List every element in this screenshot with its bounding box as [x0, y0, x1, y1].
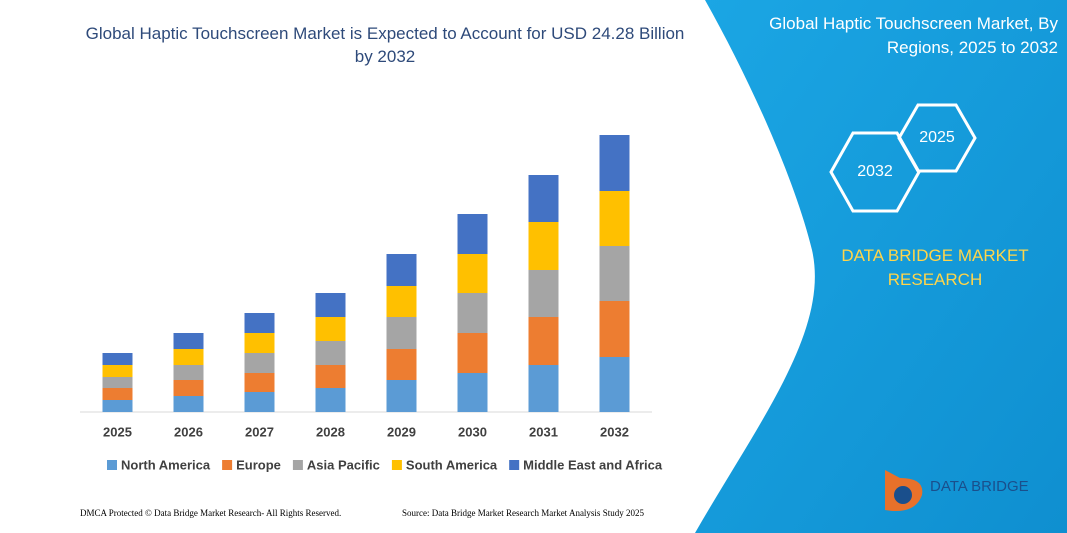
x-tick-label: 2032 [600, 424, 629, 439]
legend-label: South America [406, 457, 498, 472]
bar-segment [102, 365, 133, 377]
legend-swatch [391, 460, 402, 470]
bar-segment [528, 222, 559, 270]
bar-segment [457, 293, 488, 333]
legend-label: Middle East and Africa [523, 457, 663, 472]
hexagon [829, 131, 921, 213]
bar-segment [599, 135, 630, 191]
bar-segment [244, 333, 275, 353]
logo-text: DATA BRIDGE [930, 478, 1029, 495]
x-tick-label: 2030 [458, 424, 487, 439]
legend-label: Asia Pacific [307, 457, 380, 472]
x-tick-label: 2028 [316, 424, 345, 439]
logo-icon [894, 486, 912, 504]
hexagon [897, 103, 977, 173]
bar-segment [244, 353, 275, 373]
x-tick-label: 2029 [387, 424, 416, 439]
bar-segment [244, 373, 275, 392]
x-tick-label: 2031 [529, 424, 558, 439]
bar-segment [457, 333, 488, 373]
legend-swatch [292, 460, 303, 470]
bar-segment [599, 246, 630, 301]
bar-segment [528, 270, 559, 317]
bar-segment [386, 349, 417, 380]
bar-segment [457, 373, 488, 412]
bar-segment [173, 380, 204, 396]
bar-segment [102, 353, 133, 365]
bar-segment [599, 191, 630, 246]
bar-segment [457, 214, 488, 254]
bar-segment [173, 349, 204, 365]
bar-segment [386, 286, 417, 317]
bar-segment [528, 317, 559, 365]
legend-swatch [107, 460, 117, 470]
bar-segment [528, 175, 559, 222]
bar-segment [457, 254, 488, 293]
legend-swatch [222, 460, 233, 470]
bar-segment [386, 254, 417, 286]
bar-segment [102, 388, 133, 400]
bar-segment [173, 333, 204, 349]
bar-segment [315, 365, 346, 388]
bar-segment [102, 377, 133, 388]
bar-segment [315, 317, 346, 341]
bar-segment [315, 293, 346, 317]
panel-title: Global Haptic Touchscreen Market, By Reg… [769, 14, 1058, 57]
bar-segment [599, 357, 630, 412]
bar-segment [386, 380, 417, 412]
hex-label: 2032 [857, 163, 893, 180]
legend-label: North America [121, 457, 211, 472]
x-tick-label: 2025 [103, 424, 132, 439]
brand-text: DATA BRIDGE MARKET RESEARCH [841, 246, 1029, 289]
side-panel [695, 0, 1067, 533]
footer-text: Source: Data Bridge Market Research Mark… [402, 508, 644, 518]
bar-segment [173, 396, 204, 412]
bar-segment [599, 301, 630, 357]
footer-text: DMCA Protected © Data Bridge Market Rese… [80, 508, 341, 518]
x-tick-label: 2027 [245, 424, 274, 439]
bar-segment [315, 341, 346, 365]
bar-segment [102, 400, 133, 412]
bar-segment [528, 365, 559, 412]
bar-segment [244, 392, 275, 412]
x-tick-label: 2026 [174, 424, 203, 439]
bar-segment [315, 388, 346, 412]
bar-segment [386, 317, 417, 349]
hex-label: 2025 [919, 129, 955, 146]
chart-title: Global Haptic Touchscreen Market is Expe… [85, 24, 685, 66]
legend-swatch [509, 460, 520, 470]
legend-label: Europe [236, 457, 281, 472]
bar-segment [173, 365, 204, 380]
bar-segment [244, 313, 275, 333]
